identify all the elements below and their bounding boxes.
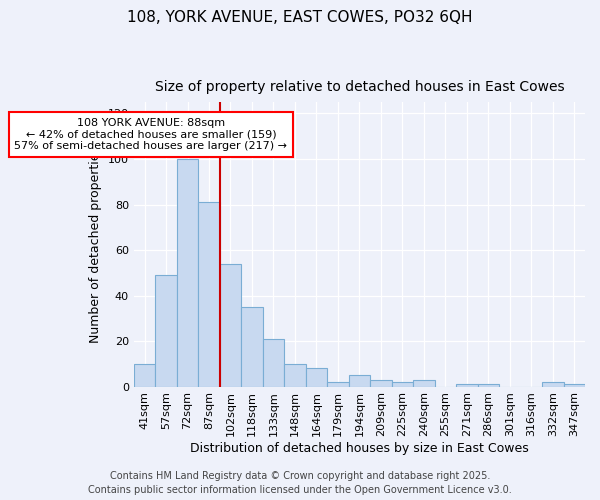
Text: 108 YORK AVENUE: 88sqm
← 42% of detached houses are smaller (159)
57% of semi-de: 108 YORK AVENUE: 88sqm ← 42% of detached…: [14, 118, 287, 151]
Bar: [305, 368, 327, 386]
Bar: [563, 384, 585, 386]
X-axis label: Distribution of detached houses by size in East Cowes: Distribution of detached houses by size …: [190, 442, 529, 455]
Bar: [155, 275, 177, 386]
Title: Size of property relative to detached houses in East Cowes: Size of property relative to detached ho…: [155, 80, 564, 94]
Text: Contains HM Land Registry data © Crown copyright and database right 2025.
Contai: Contains HM Land Registry data © Crown c…: [88, 471, 512, 495]
Bar: [349, 375, 370, 386]
Bar: [198, 202, 220, 386]
Bar: [456, 384, 478, 386]
Bar: [284, 364, 305, 386]
Bar: [177, 159, 198, 386]
Bar: [478, 384, 499, 386]
Bar: [263, 339, 284, 386]
Text: 108, YORK AVENUE, EAST COWES, PO32 6QH: 108, YORK AVENUE, EAST COWES, PO32 6QH: [127, 10, 473, 25]
Bar: [413, 380, 434, 386]
Bar: [220, 264, 241, 386]
Bar: [327, 382, 349, 386]
Bar: [134, 364, 155, 386]
Bar: [392, 382, 413, 386]
Bar: [542, 382, 563, 386]
Bar: [241, 307, 263, 386]
Bar: [370, 380, 392, 386]
Y-axis label: Number of detached properties: Number of detached properties: [89, 146, 102, 343]
